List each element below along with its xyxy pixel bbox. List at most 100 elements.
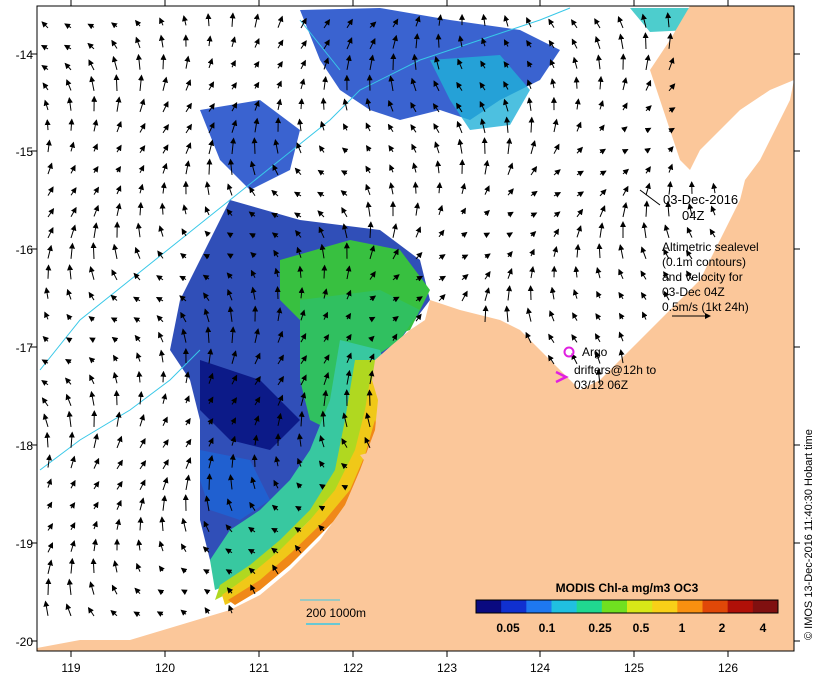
velocity-arrow xyxy=(319,483,326,490)
velocity-arrow xyxy=(526,97,533,111)
velocity-arrow xyxy=(342,98,349,111)
velocity-arrow xyxy=(364,436,371,449)
velocity-arrow xyxy=(415,275,424,282)
velocity-arrow xyxy=(253,81,260,89)
velocity-arrow xyxy=(47,559,53,574)
velocity-arrow xyxy=(595,54,602,70)
velocity-arrow xyxy=(116,459,123,470)
velocity-arrow xyxy=(47,186,54,196)
velocity-arrow xyxy=(69,502,76,509)
velocity-arrow xyxy=(254,100,260,111)
velocity-arrow xyxy=(87,606,95,617)
velocity-arrow xyxy=(65,79,72,91)
velocity-arrow xyxy=(159,17,165,26)
velocity-arrow xyxy=(622,168,630,175)
velocity-arrow xyxy=(618,33,625,50)
velocity-arrow xyxy=(300,333,307,343)
velocity-arrow xyxy=(254,328,260,344)
velocity-arrow xyxy=(229,326,236,344)
velocity-arrow xyxy=(530,165,538,176)
velocity-arrow xyxy=(598,222,605,238)
velocity-arrow xyxy=(297,433,303,447)
velocity-arrow xyxy=(88,291,95,301)
velocity-arrow xyxy=(112,371,119,384)
velocity-arrow xyxy=(227,305,234,322)
velocity-arrow xyxy=(138,183,144,194)
velocity-arrow xyxy=(253,117,260,133)
velocity-arrow xyxy=(89,374,95,385)
velocity-arrow xyxy=(435,160,442,174)
velocity-arrow xyxy=(391,333,398,341)
velocity-arrow xyxy=(414,15,421,27)
velocity-arrow xyxy=(687,203,694,216)
velocity-arrow xyxy=(300,355,307,365)
velocity-arrow xyxy=(135,562,142,572)
velocity-arrow xyxy=(254,37,260,48)
velocity-arrow xyxy=(155,296,164,303)
velocity-arrow xyxy=(253,415,260,426)
velocity-arrow xyxy=(185,438,192,448)
velocity-arrows xyxy=(40,12,718,618)
lat-tick-16: -16 xyxy=(16,243,34,257)
velocity-arrow xyxy=(296,142,302,154)
velocity-arrow xyxy=(665,200,672,217)
velocity-arrow xyxy=(277,39,284,49)
velocity-arrow xyxy=(341,412,348,428)
velocity-arrow xyxy=(227,158,234,175)
cbar-tick-6: 4 xyxy=(760,621,767,635)
velocity-arrow xyxy=(552,246,559,257)
velocity-arrow xyxy=(645,166,651,174)
lon-tick-123: 123 xyxy=(437,661,457,675)
velocity-arrow xyxy=(319,120,326,131)
velocity-arrow xyxy=(226,183,233,196)
velocity-arrow xyxy=(204,206,211,216)
velocity-arrow xyxy=(528,116,535,133)
velocity-arrow xyxy=(180,311,187,323)
velocity-arrow xyxy=(115,96,122,112)
colorbar-cell xyxy=(677,600,703,613)
velocity-arrow xyxy=(368,335,375,343)
velocity-arrow xyxy=(576,170,584,177)
velocity-arrow xyxy=(503,15,510,27)
velocity-arrow xyxy=(483,209,490,217)
drifter-marker-icon xyxy=(555,370,569,384)
velocity-arrow xyxy=(573,76,580,89)
velocity-arrow xyxy=(252,434,259,446)
lat-axis: -14 -15 -16 -17 -18 -19 -20 xyxy=(16,48,34,649)
velocity-arrow xyxy=(618,349,625,364)
velocity-arrow xyxy=(207,418,214,425)
velocity-arrow xyxy=(112,560,119,573)
alt-line-3: and velocity for xyxy=(662,270,743,284)
velocity-arrow xyxy=(388,182,395,195)
velocity-arrow xyxy=(599,148,606,155)
velocity-arrow xyxy=(667,163,674,173)
velocity-arrow xyxy=(139,145,146,154)
colorbar-cell xyxy=(501,600,527,613)
velocity-arrow xyxy=(368,316,376,323)
colorbar-cell xyxy=(702,600,729,613)
lat-tick-20: -20 xyxy=(16,635,34,649)
velocity-arrow xyxy=(410,77,417,92)
velocity-arrow xyxy=(663,248,670,260)
date-line-1: 03-Dec-2016 xyxy=(663,192,738,207)
velocity-arrow xyxy=(253,60,260,68)
velocity-arrow xyxy=(529,231,537,238)
velocity-arrow xyxy=(67,264,74,280)
velocity-arrow xyxy=(387,123,394,133)
velocity-arrow xyxy=(415,313,422,322)
velocity-arrow xyxy=(300,40,307,49)
velocity-arrow xyxy=(271,527,279,534)
velocity-arrow xyxy=(294,544,302,554)
velocity-arrow xyxy=(640,270,647,280)
velocity-arrow xyxy=(549,286,556,300)
velocity-arrow xyxy=(300,392,307,406)
velocity-arrow xyxy=(137,201,144,216)
velocity-arrow xyxy=(710,205,717,216)
velocity-arrow xyxy=(277,60,283,69)
velocity-arrow xyxy=(115,144,122,153)
velocity-arrow xyxy=(226,587,234,594)
velocity-arrow xyxy=(525,331,532,344)
velocity-arrow xyxy=(115,185,122,195)
velocity-arrow xyxy=(70,455,76,469)
velocity-arrow xyxy=(40,44,49,51)
